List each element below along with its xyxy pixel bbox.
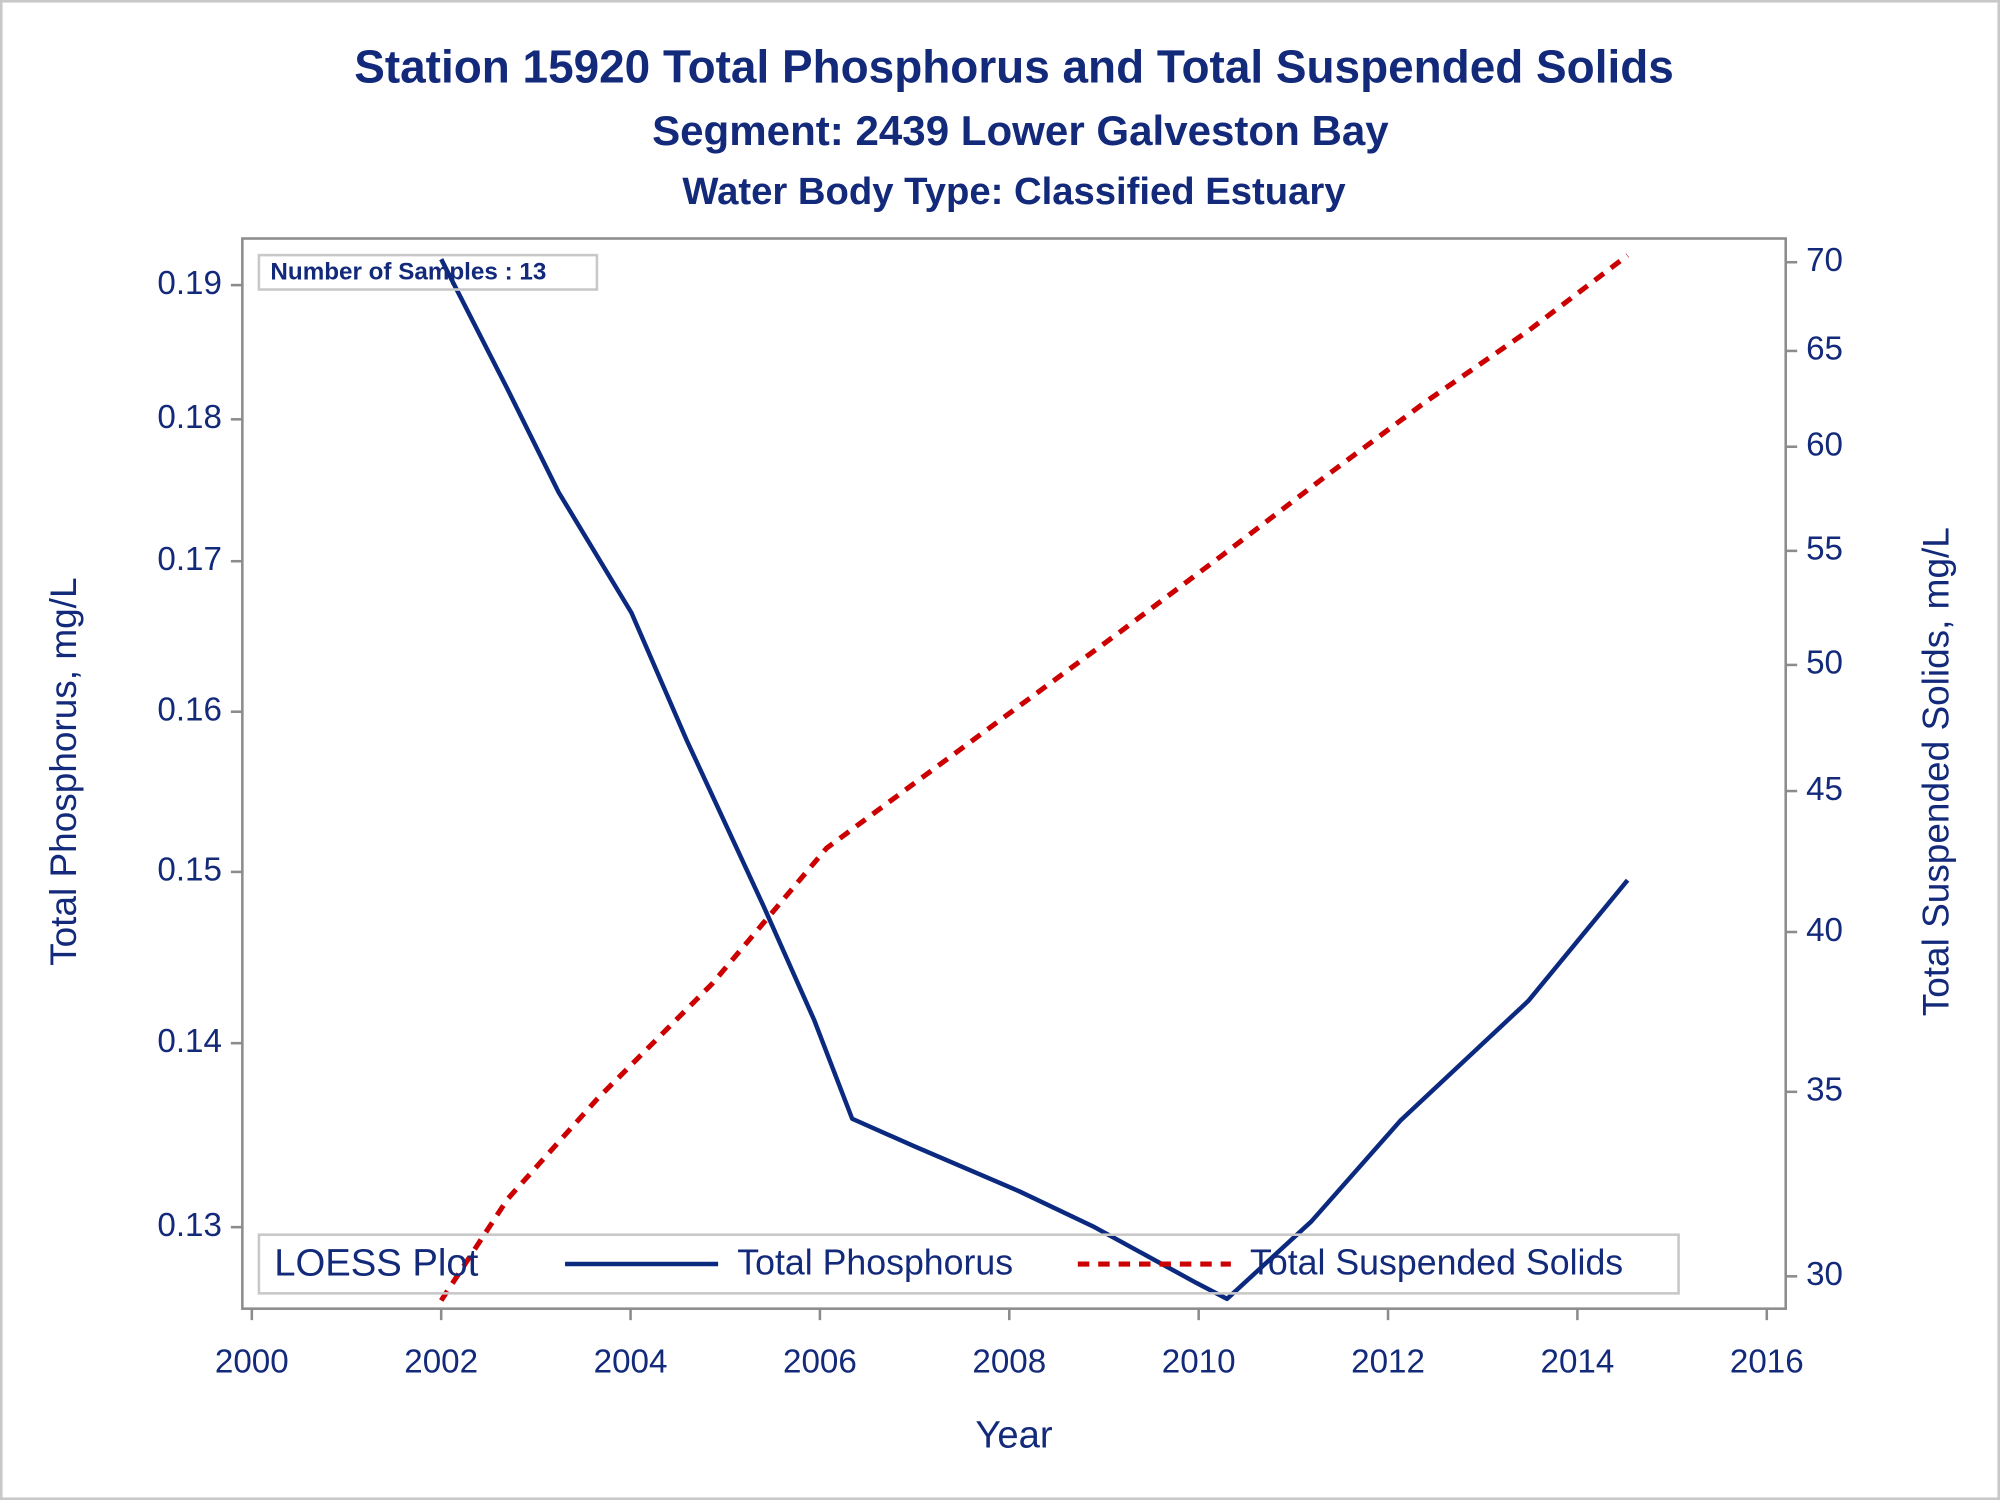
y-axis-label: Total Phosphorus, mg/L [43,577,84,965]
y-tick-label: 0.19 [157,265,222,302]
y2-tick-label: 70 [1806,242,1843,279]
legend-label: Total Phosphorus [737,1243,1013,1283]
y2-tick-label: 55 [1806,531,1843,568]
y2-tick-label: 45 [1806,771,1843,808]
x-tick-label: 2008 [972,1343,1046,1380]
y-tick-label: 0.15 [157,852,222,889]
x-tick-label: 2004 [594,1343,668,1380]
y2-tick-label: 35 [1806,1072,1843,1109]
x-tick-label: 2014 [1541,1343,1615,1380]
y-tick-label: 0.17 [157,541,222,578]
x-tick-label: 2016 [1730,1343,1804,1380]
x-tick-label: 2002 [404,1343,478,1380]
chart-subtitle: Segment: 2439 Lower Galveston Bay [652,107,1389,154]
chart-title: Station 15920 Total Phosphorus and Total… [354,40,1674,92]
series-line [439,253,1630,1302]
legend-box [257,1233,1680,1295]
x-axis-label: Year [975,1414,1053,1457]
y-tick-label: 0.16 [157,691,222,728]
y2-tick-label: 65 [1806,331,1843,368]
y-tick-label: 0.18 [157,399,222,436]
x-tick-label: 2000 [215,1343,289,1380]
plot-content [439,253,1630,1302]
legend-title: LOESS Plot [274,1241,478,1284]
y2-axis-label: Total Suspended Solids, mg/L [1916,527,1957,1016]
chart-subtitle: Water Body Type: Classified Estuary [682,170,1346,213]
x-tick-label: 2006 [783,1343,857,1380]
legend-label: Total Suspended Solids [1250,1243,1623,1283]
y2-tick-label: 30 [1806,1256,1843,1293]
plot-frame [241,237,1787,1310]
y2-tick-label: 50 [1806,645,1843,682]
annotation: Number of Samples : 13 [270,258,546,285]
x-tick-label: 2010 [1162,1343,1236,1380]
x-tick-label: 2012 [1351,1343,1425,1380]
annotation-box [257,253,599,291]
series-line [439,258,1630,1302]
y-tick-label: 0.14 [157,1023,222,1060]
y2-tick-label: 60 [1806,426,1843,463]
y2-tick-label: 40 [1806,912,1843,949]
y-tick-label: 0.13 [157,1207,222,1244]
